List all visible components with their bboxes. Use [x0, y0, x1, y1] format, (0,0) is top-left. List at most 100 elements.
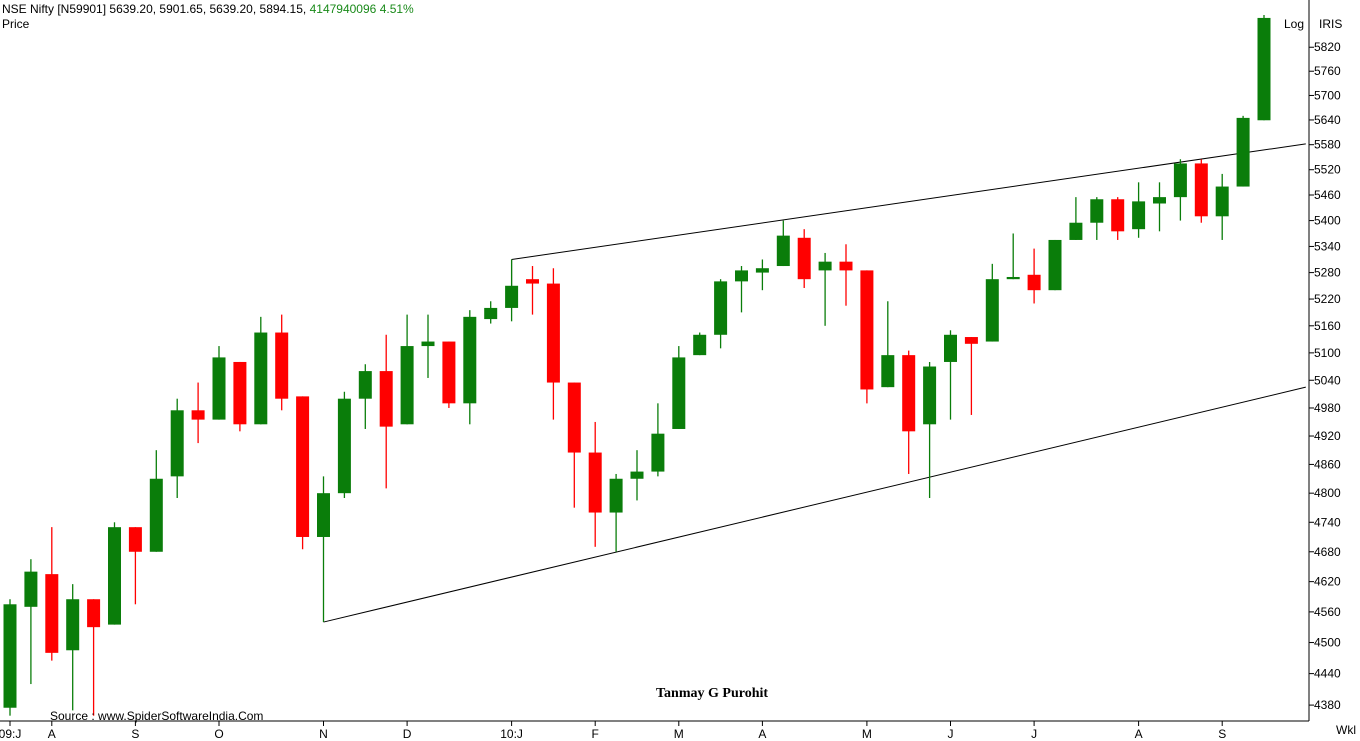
author-signature: Tanmay G Purohit [656, 686, 769, 701]
change-label: 4.51% [379, 2, 414, 16]
x-tick-label: A [1135, 727, 1143, 741]
candle-body [672, 357, 686, 429]
candle-body [1006, 276, 1020, 280]
candle-body [839, 261, 853, 271]
candle-body [526, 279, 539, 284]
y-axis-ticks: 4380 4440 4500 4560 4620 4680 4740 4800 4860 4920… [1309, 40, 1341, 712]
candle-body [1027, 274, 1041, 291]
y-tick-label: 5520 [1314, 163, 1341, 177]
candle-body [923, 366, 937, 425]
candle-body [1173, 163, 1187, 198]
candle-body [567, 382, 581, 453]
candle [149, 450, 163, 552]
candle-body [442, 341, 456, 404]
candle-body [985, 279, 999, 342]
candle [45, 527, 59, 661]
y-tick-label: 5280 [1314, 266, 1341, 280]
candle [1257, 14, 1271, 121]
candle-body [964, 337, 978, 344]
candle-body [609, 478, 623, 513]
candle-body [588, 452, 602, 513]
candle [254, 316, 268, 425]
candle-body [755, 268, 769, 273]
x-tick-label: 09:J [0, 727, 21, 741]
x-tick-label: M [674, 727, 684, 741]
candle [275, 314, 289, 411]
candle-body [1090, 199, 1104, 223]
candle-body [944, 334, 957, 362]
x-tick-label: N [319, 727, 328, 741]
y-tick-label: 5100 [1314, 346, 1341, 360]
x-tick-label: J [1031, 727, 1037, 741]
x-tick-label: J [948, 727, 954, 741]
candle-body [1194, 163, 1208, 217]
candle [317, 476, 330, 623]
y-tick-label: 5580 [1314, 138, 1341, 152]
iris-label[interactable]: IRIS [1319, 17, 1343, 31]
candle [505, 259, 519, 322]
price-label: Price [2, 17, 30, 31]
candle-body [128, 527, 142, 552]
candle-body [1069, 222, 1083, 240]
candle [755, 259, 769, 291]
y-tick-label: 4440 [1314, 667, 1341, 681]
candle-body [818, 261, 832, 271]
candle [484, 301, 498, 324]
candle [588, 421, 602, 547]
candle [24, 559, 38, 685]
candle [1132, 182, 1146, 238]
candle [128, 527, 142, 605]
candle-body [66, 599, 80, 651]
candle-body [24, 571, 38, 607]
candle-body [881, 355, 895, 388]
candle-body [463, 316, 477, 404]
chart-header: NSE Nifty [N59901] 5639.20, 5901.65, 563… [2, 2, 414, 16]
candle [296, 396, 310, 550]
candle-body [484, 307, 498, 320]
candle [1173, 159, 1187, 221]
x-tick-label: F [592, 727, 599, 741]
candle [337, 391, 351, 499]
candle-body [1236, 117, 1250, 187]
candle-body [860, 270, 874, 390]
trendline [323, 386, 1306, 623]
candle-body [902, 355, 916, 432]
x-tick-label: M [862, 727, 872, 741]
candle-body [233, 361, 247, 425]
candle [233, 361, 247, 432]
candle-body [1257, 17, 1271, 121]
candle-body [505, 285, 519, 308]
candle [1194, 159, 1208, 223]
source-label: Source : www.SpiderSoftwareIndia.Com [50, 709, 264, 723]
candle [651, 403, 665, 477]
candle [985, 263, 999, 342]
candle [379, 334, 393, 489]
candle [797, 229, 811, 288]
candle-body [45, 574, 59, 653]
y-tick-label: 5640 [1314, 113, 1341, 127]
candle [1069, 197, 1083, 240]
candle-body [149, 478, 163, 552]
candle-body [693, 334, 707, 356]
candle-body [776, 235, 790, 267]
trendline [511, 143, 1306, 260]
candle [923, 361, 937, 499]
candle-body [358, 371, 372, 399]
candle-body [630, 471, 644, 479]
candle [1027, 248, 1041, 304]
x-tick-label: A [48, 727, 56, 741]
candle-body [379, 371, 393, 427]
candle [609, 473, 623, 552]
log-scale-label[interactable]: Log [1284, 17, 1305, 31]
candle [881, 301, 895, 388]
symbol-label: NSE Nifty [N59901] [2, 2, 107, 16]
candle [714, 279, 728, 349]
candle [860, 270, 874, 404]
candle-body [170, 410, 184, 477]
ohlc-label: 5639.20, 5901.65, 5639.20, 5894.15, [109, 2, 307, 16]
period-label[interactable]: Wkl [1336, 723, 1356, 737]
candle [672, 346, 686, 429]
candle [212, 346, 226, 420]
y-tick-label: 4380 [1314, 698, 1341, 712]
candle-body [421, 341, 435, 347]
